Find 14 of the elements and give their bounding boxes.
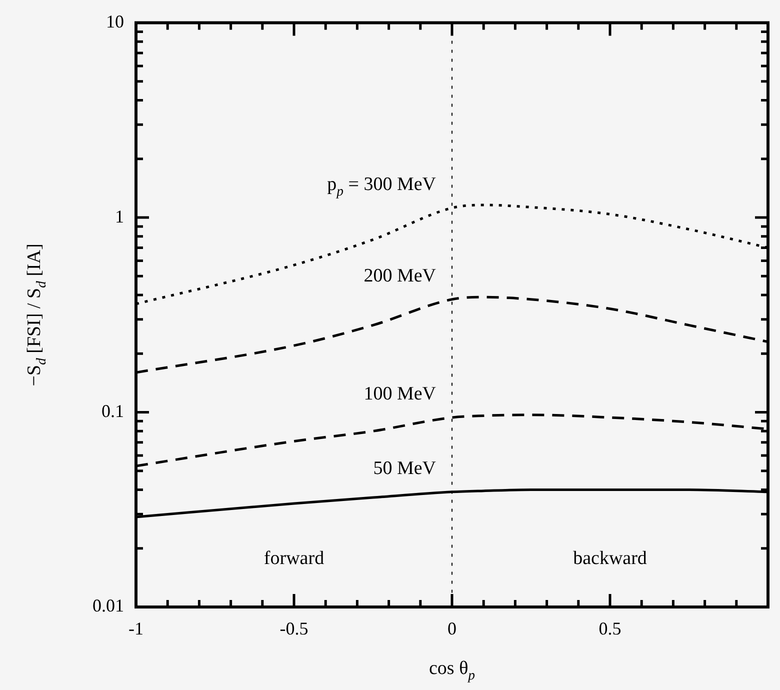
y-tick-label: 0.1: [102, 401, 124, 421]
series-label: 50 MeV: [373, 458, 436, 479]
annotation: backward: [573, 548, 648, 569]
y-tick-label: 0.01: [92, 596, 124, 616]
series-label: 100 MeV: [364, 384, 436, 404]
x-tick-label: -1: [128, 618, 144, 639]
y-axis-title: −Sd [FSI] / Sd [IA]: [24, 244, 49, 386]
x-tick-label: 0.5: [598, 618, 622, 639]
annotation: forward: [264, 548, 325, 569]
y-tick-label: 1: [115, 206, 124, 226]
x-tick-label: -0.5: [280, 618, 308, 639]
x-tick-label: 0: [448, 618, 456, 639]
series-label: 200 MeV: [364, 265, 436, 286]
y-tick-label: 10: [106, 12, 124, 32]
